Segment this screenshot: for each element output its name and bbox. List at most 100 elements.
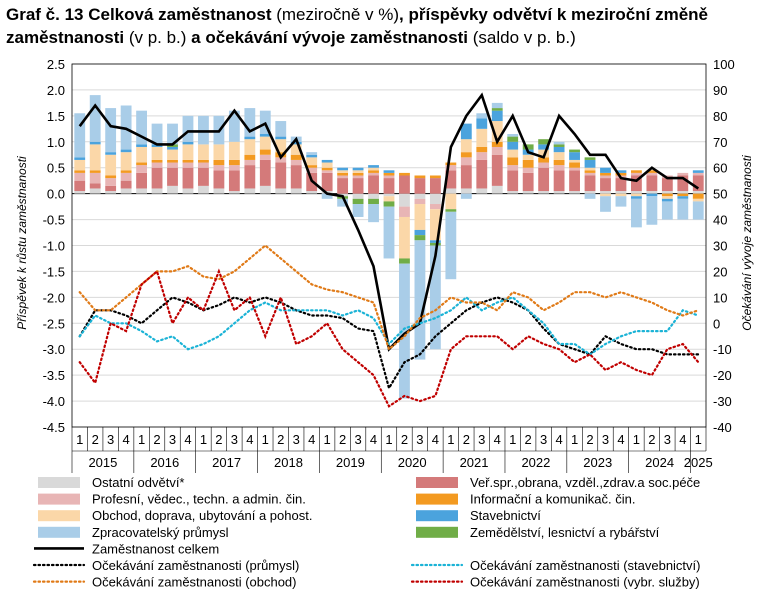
quarter-label: 2 bbox=[525, 432, 532, 447]
bar-segment bbox=[105, 154, 117, 176]
legend-label: Zaměstnanost celkem bbox=[92, 541, 219, 556]
bar-segment bbox=[538, 149, 550, 158]
bar-segment bbox=[89, 188, 101, 194]
bar-segment bbox=[167, 162, 178, 168]
bar-segment bbox=[460, 152, 472, 158]
quarter-label: 3 bbox=[540, 432, 547, 447]
bar-segment bbox=[213, 188, 225, 194]
bar-segment bbox=[74, 170, 86, 173]
quarter-label: 3 bbox=[664, 432, 671, 447]
quarter-label: 3 bbox=[602, 432, 609, 447]
bar-segment bbox=[615, 172, 627, 176]
bar-segment bbox=[290, 188, 302, 194]
year-label: 2024 bbox=[645, 455, 674, 470]
bar-segment bbox=[600, 193, 611, 197]
bars bbox=[74, 95, 704, 399]
legend-label: Ostatní odvětví* bbox=[92, 475, 185, 490]
bar-segment bbox=[414, 204, 426, 230]
bar-segment bbox=[445, 162, 457, 166]
quarter-label: 1 bbox=[324, 432, 331, 447]
bar-segment bbox=[337, 175, 349, 179]
bar-segment bbox=[74, 180, 86, 192]
bar-segment bbox=[445, 188, 457, 194]
bar-segment bbox=[383, 201, 395, 207]
y-tick-label: -3.5 bbox=[43, 368, 65, 383]
bar-segment bbox=[631, 175, 642, 192]
bar-segment bbox=[429, 193, 441, 205]
bar-segment bbox=[460, 139, 472, 153]
bar-segment bbox=[105, 178, 117, 186]
quarter-label: 4 bbox=[246, 432, 253, 447]
bar-segment bbox=[244, 108, 256, 137]
bar-segment bbox=[600, 196, 611, 212]
y-tick-label: -0.5 bbox=[43, 213, 65, 228]
legend-swatch bbox=[38, 526, 80, 538]
bar-segment bbox=[584, 172, 596, 176]
quarter-label: 4 bbox=[370, 432, 377, 447]
bar-segment bbox=[631, 198, 642, 228]
bar-segment bbox=[105, 108, 117, 153]
bar-segment bbox=[414, 229, 426, 236]
legend-swatch bbox=[416, 477, 458, 488]
quarter-label: 1 bbox=[200, 432, 207, 447]
bar-segment bbox=[74, 157, 86, 160]
bar-segment bbox=[244, 139, 256, 155]
bar-segment bbox=[631, 170, 642, 173]
bar-segment bbox=[677, 191, 689, 194]
title-part-4: (v p. b.) bbox=[124, 28, 187, 47]
bar-segment bbox=[569, 191, 580, 194]
y2-tick-label: 80 bbox=[713, 109, 727, 124]
bar-segment bbox=[167, 146, 178, 150]
bar-segment bbox=[383, 206, 395, 259]
bar-segment bbox=[368, 198, 379, 205]
legend-swatch bbox=[416, 493, 458, 505]
bar-segment bbox=[445, 209, 457, 212]
bar-segment bbox=[275, 136, 287, 140]
bar-segment bbox=[337, 178, 349, 194]
bar-segment bbox=[352, 172, 364, 176]
bar-segment bbox=[136, 165, 147, 173]
bar-segment bbox=[445, 170, 457, 189]
legend-label: Stavebnictví bbox=[470, 508, 541, 523]
legend-label: Očekávání zaměstnanosti (vybr. služby) bbox=[470, 575, 700, 590]
bar-segment bbox=[600, 172, 611, 176]
y-tick-label: 2.0 bbox=[47, 83, 65, 98]
bar-segment bbox=[429, 242, 441, 246]
quarter-label: 2 bbox=[401, 432, 408, 447]
quarter-label: 2 bbox=[153, 432, 160, 447]
bar-segment bbox=[182, 167, 194, 189]
bar-segment bbox=[306, 154, 318, 158]
bar-segment bbox=[290, 144, 302, 155]
bar-segment bbox=[167, 149, 178, 160]
bar-segment bbox=[105, 152, 117, 155]
bar-segment bbox=[414, 235, 426, 241]
bar-segment bbox=[569, 152, 580, 160]
y2-tick-label: -10 bbox=[713, 342, 732, 357]
bar-segment bbox=[275, 139, 287, 153]
bar-segment bbox=[228, 159, 240, 166]
bar-segment bbox=[275, 121, 287, 137]
bar-segment bbox=[476, 118, 488, 129]
bar-segment bbox=[522, 154, 534, 160]
bar-segment bbox=[692, 201, 704, 220]
bar-segment bbox=[89, 170, 101, 173]
bar-segment bbox=[89, 141, 101, 145]
bar-segment bbox=[429, 240, 441, 243]
chart-title: Graf č. 13 Celková zaměstnanost (meziroč… bbox=[6, 3, 766, 49]
bar-segment bbox=[553, 170, 565, 192]
bar-segment bbox=[151, 159, 163, 163]
legend-label: Profesní, vědec., techn. a admin. čin. bbox=[92, 492, 306, 507]
y-tick-label: 1.0 bbox=[47, 135, 65, 150]
bar-segment bbox=[105, 185, 117, 192]
y2-tick-label: 10 bbox=[713, 290, 727, 305]
year-label: 2018 bbox=[274, 455, 303, 470]
bar-segment bbox=[275, 157, 287, 163]
bar-segment bbox=[646, 193, 658, 197]
bar-segment bbox=[569, 159, 580, 163]
bar-segment bbox=[600, 175, 611, 179]
bar-segment bbox=[120, 170, 132, 173]
bar-segment bbox=[383, 172, 395, 176]
bar-segment bbox=[228, 170, 240, 192]
bar-segment bbox=[352, 198, 364, 205]
bar-segment bbox=[89, 183, 101, 189]
